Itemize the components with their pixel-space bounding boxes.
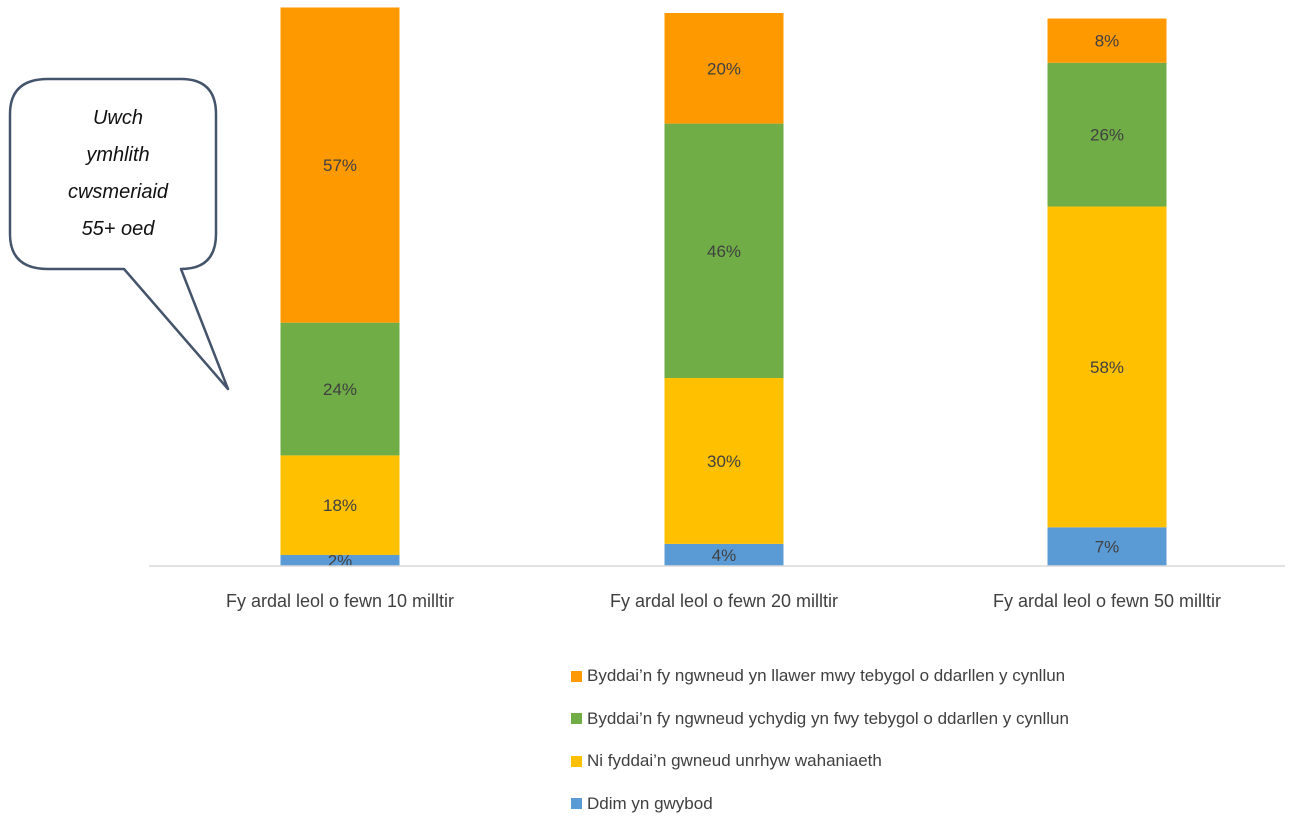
- legend-item-very-likely: Byddai’n fy ngwneud yn llawer mwy tebygo…: [571, 666, 1069, 686]
- bar-segment: [664, 377, 784, 544]
- data-label: 24%: [323, 380, 357, 399]
- data-label: 58%: [1090, 358, 1124, 377]
- callout-bubble: Uwch ymhlith cwsmeriaid 55+ oed: [8, 77, 230, 391]
- bar-segment: [664, 543, 784, 566]
- legend-label: Ni fyddai’n gwneud unrhyw wahaniaeth: [587, 751, 882, 770]
- data-label: 4%: [712, 546, 737, 565]
- category-label: Fy ardal leol o fewn 10 milltir: [226, 591, 454, 611]
- legend-swatch: [571, 713, 582, 724]
- callout-line-2: ymhlith: [84, 144, 149, 166]
- bar-segment: [664, 123, 784, 378]
- data-label: 30%: [707, 452, 741, 471]
- legend-item-slightly-likely: Byddai’n fy ngwneud ychydig yn fwy tebyg…: [571, 709, 1069, 729]
- bar-segment: [1047, 206, 1167, 528]
- bar-segment: [1047, 62, 1167, 207]
- bar-segment: [280, 455, 400, 555]
- category-label: Fy ardal leol o fewn 50 milltir: [993, 591, 1221, 611]
- data-label: 8%: [1095, 32, 1120, 51]
- legend-label: Byddai’n fy ngwneud ychydig yn fwy tebyg…: [587, 708, 1069, 728]
- legend-item-dont-know: Ddim yn gwybod: [571, 794, 1069, 814]
- bar-segment: [1047, 18, 1167, 63]
- bar-segment: [280, 322, 400, 456]
- category-label: Fy ardal leol o fewn 20 milltir: [610, 591, 838, 611]
- bar-segment: [1047, 527, 1167, 566]
- bar-segment: [280, 7, 400, 323]
- data-label: 7%: [1095, 538, 1120, 557]
- data-label: 20%: [707, 59, 741, 78]
- callout-line-3: cwsmeriaid: [68, 181, 169, 203]
- callout-shape: [8, 77, 230, 391]
- legend-swatch: [571, 755, 582, 767]
- legend: Byddai’n fy ngwneud yn llawer mwy tebygo…: [571, 666, 1069, 836]
- legend-item-no-difference: Ni fyddai’n gwneud unrhyw wahaniaeth: [571, 751, 1069, 771]
- legend-label: Ddim yn gwybod: [587, 793, 713, 813]
- data-label: 26%: [1090, 126, 1124, 145]
- callout-line-1: Uwch: [93, 107, 143, 129]
- callout-line-4: 55+ oed: [82, 218, 156, 240]
- data-label: 18%: [323, 496, 357, 515]
- data-label: 46%: [707, 242, 741, 261]
- legend-label: Byddai’n fy ngwneud yn llawer mwy tebygo…: [587, 666, 1066, 685]
- bar-segment: [280, 554, 400, 566]
- data-label: 57%: [323, 156, 357, 175]
- legend-swatch: [571, 670, 582, 682]
- legend-swatch: [571, 798, 582, 809]
- bar-segment: [664, 13, 784, 124]
